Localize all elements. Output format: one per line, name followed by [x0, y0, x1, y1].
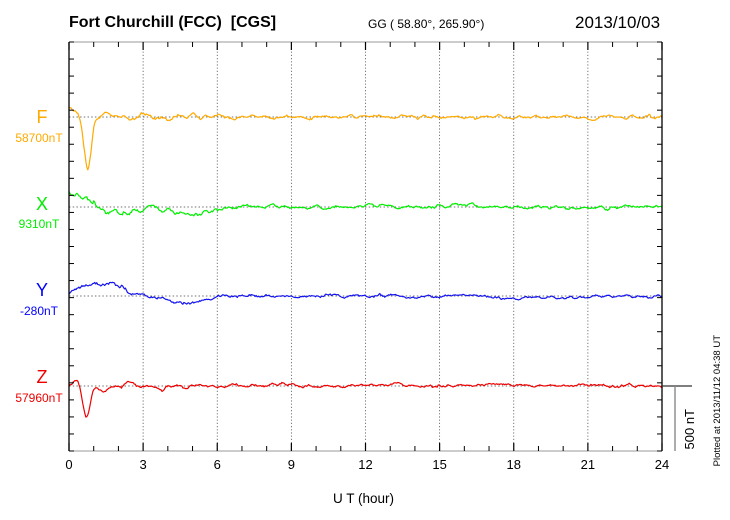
svg-text:3: 3: [140, 457, 147, 472]
svg-text:15: 15: [432, 457, 446, 472]
svg-text:18: 18: [507, 457, 521, 472]
svg-text:21: 21: [581, 457, 595, 472]
svg-text:0: 0: [65, 457, 72, 472]
svg-text:24: 24: [655, 457, 669, 472]
svg-text:9: 9: [288, 457, 295, 472]
svg-text:12: 12: [358, 457, 372, 472]
svg-text:6: 6: [214, 457, 221, 472]
